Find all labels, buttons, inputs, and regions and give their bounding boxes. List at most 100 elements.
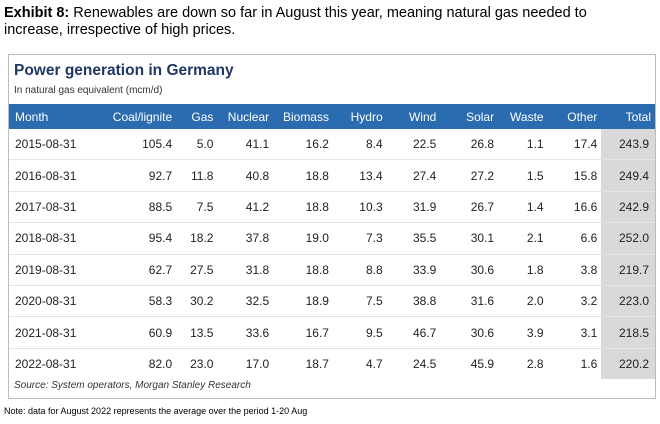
table-row: 2018-08-31 95.4 18.2 37.8 19.0 7.3 35.5 30.1 2.1… [9,222,655,255]
table-cell: 62.7 [91,254,177,286]
panel-subtitle: In natural gas equivalent (mcm/d) [14,85,163,96]
table-cell: 40.8 [217,159,274,192]
table-cell: 1.1 [498,129,548,161]
table-cell: 3.8 [547,254,602,286]
table-cell: 18.8 [273,159,333,192]
table-cell: 10.3 [332,191,387,224]
table-cell: 11.8 [176,159,218,192]
column-header-nuclear: Nuclear [217,104,274,129]
exhibit-caption: Exhibit 8: Renewables are down so far in… [4,5,644,39]
table-cell: 1.6 [580,356,598,371]
table-cell: 45.9 [470,356,495,371]
table-row: 2019-08-31 62.7 27.5 31.8 18.8 8.8 33.9 30.6 1.8… [9,254,655,286]
table-cell: 41.2 [217,191,274,224]
table-cell: 30.2 [176,285,218,318]
table-cell: 31.6 [440,285,499,318]
table-cell: 105.4 [91,129,177,161]
table-cell: 1.5 [498,159,548,192]
column-header-waste: Waste [498,104,548,129]
table-cell: 82.0 [148,356,173,371]
table-row: 2017-08-31 88.5 7.5 41.2 18.8 10.3 31.9 26.7 1.4… [9,191,655,224]
cell-month: 2020-08-31 [9,285,92,318]
table-cell: 19.0 [273,222,333,255]
table-row: 2020-08-31 58.3 30.2 32.5 18.9 7.5 38.8 31.6 2.0… [9,285,655,318]
cell-total: 252.0 [601,222,655,255]
table-cell: 30.6 [440,316,499,349]
table-cell: 22.5 [386,129,441,161]
table-cell: 95.4 [91,222,177,255]
table-cell: 15.8 [547,159,602,192]
table-cell: 2.0 [498,285,548,318]
generation-table-container: Month Coal/lignite Gas Nuclear Biomass Hydro W… [9,104,655,380]
table-cell: 17.0 [245,356,270,371]
table-cell: 33.9 [386,254,441,286]
table-cell: 46.7 [386,316,441,349]
table-cell: 33.6 [217,316,274,349]
table-cell: 1.8 [498,254,548,286]
table-cell: 37.8 [217,222,274,255]
table-header-row: Month Coal/lignite Gas Nuclear Biomass Hydro W… [9,104,655,129]
table-cell: 4.7 [365,356,383,371]
table-cell: 27.5 [176,254,218,286]
cell-total: 242.9 [601,191,655,224]
column-header-coal-lignite: Coal/lignite [91,104,177,129]
table-cell: 7.3 [332,222,387,255]
table-row: 2015-08-31 105.4 5.0 41.1 16.2 8.4 22.5 26.8 1.1… [9,129,655,161]
generation-table: Month Coal/lignite Gas Nuclear Biomass Hydro W… [9,104,655,380]
cell-total: 218.5 [601,316,655,349]
cell-total: 220.2 [601,348,655,380]
column-header-other: Other [547,104,602,129]
cell-total: 249.4 [601,159,655,192]
table-cell: 3.2 [547,285,602,318]
cell-total: 219.7 [601,254,655,286]
cell-month: 2022-08-31 [15,356,77,371]
table-cell: 18.8 [273,191,333,224]
table-cell: 18.8 [273,254,333,286]
cell-total: 223.0 [601,285,655,318]
cell-month: 2015-08-31 [9,129,92,161]
table-cell: 2.8 [526,356,544,371]
table-cell: 27.2 [440,159,499,192]
table-cell: 32.5 [217,285,274,318]
table-cell: 26.7 [440,191,499,224]
table-cell: 24.5 [412,356,437,371]
table-cell: 16.7 [273,316,333,349]
table-cell: 92.7 [91,159,177,192]
table-cell: 7.5 [176,191,218,224]
table-cell: 31.9 [386,191,441,224]
cell-month: 2018-08-31 [9,222,92,255]
table-cell: 5.0 [176,129,218,161]
table-cell: 23.0 [190,356,214,371]
column-header-total: Total [601,104,655,129]
table-cell: 1.4 [498,191,548,224]
cell-total: 243.9 [601,129,655,161]
cell-month: 2017-08-31 [9,191,92,224]
table-cell: 60.9 [91,316,177,349]
table-cell: 18.7 [305,356,329,371]
footnote: Note: data for August 2022 represents th… [4,406,308,416]
table-cell: 16.6 [547,191,602,224]
table-cell: 88.5 [91,191,177,224]
table-cell: 7.5 [332,285,387,318]
table-cell: 13.5 [176,316,218,349]
table-row: 2016-08-31 92.7 11.8 40.8 18.8 13.4 27.4 27.2 1.… [9,159,655,192]
table-body: 2015-08-31 105.4 5.0 41.1 16.2 8.4 22.5 26.8 1.1… [9,129,655,380]
table-cell: 13.4 [332,159,387,192]
table-cell: 9.5 [332,316,387,349]
table-cell: 31.8 [217,254,274,286]
panel-title: Power generation in Germany [14,62,234,79]
exhibit-text: Renewables are down so far in August thi… [4,5,587,38]
column-header-biomass: Biomass [273,104,333,129]
table-cell: 58.3 [91,285,177,318]
table-row: 2022-08-31 82.0 23.0 17.0 18.7 4.7 24.5 45.9 2.8… [9,348,655,380]
column-header-month: Month [9,104,92,129]
table-cell: 2.1 [498,222,548,255]
cell-month: 2021-08-31 [9,316,92,349]
table-cell: 8.4 [332,129,387,161]
table-cell: 18.2 [176,222,218,255]
source-text: Source: System operators, Morgan Stanley… [14,380,251,391]
table-cell: 30.1 [440,222,499,255]
table-cell: 18.9 [273,285,333,318]
column-header-solar: Solar [440,104,499,129]
table-cell: 3.9 [498,316,548,349]
